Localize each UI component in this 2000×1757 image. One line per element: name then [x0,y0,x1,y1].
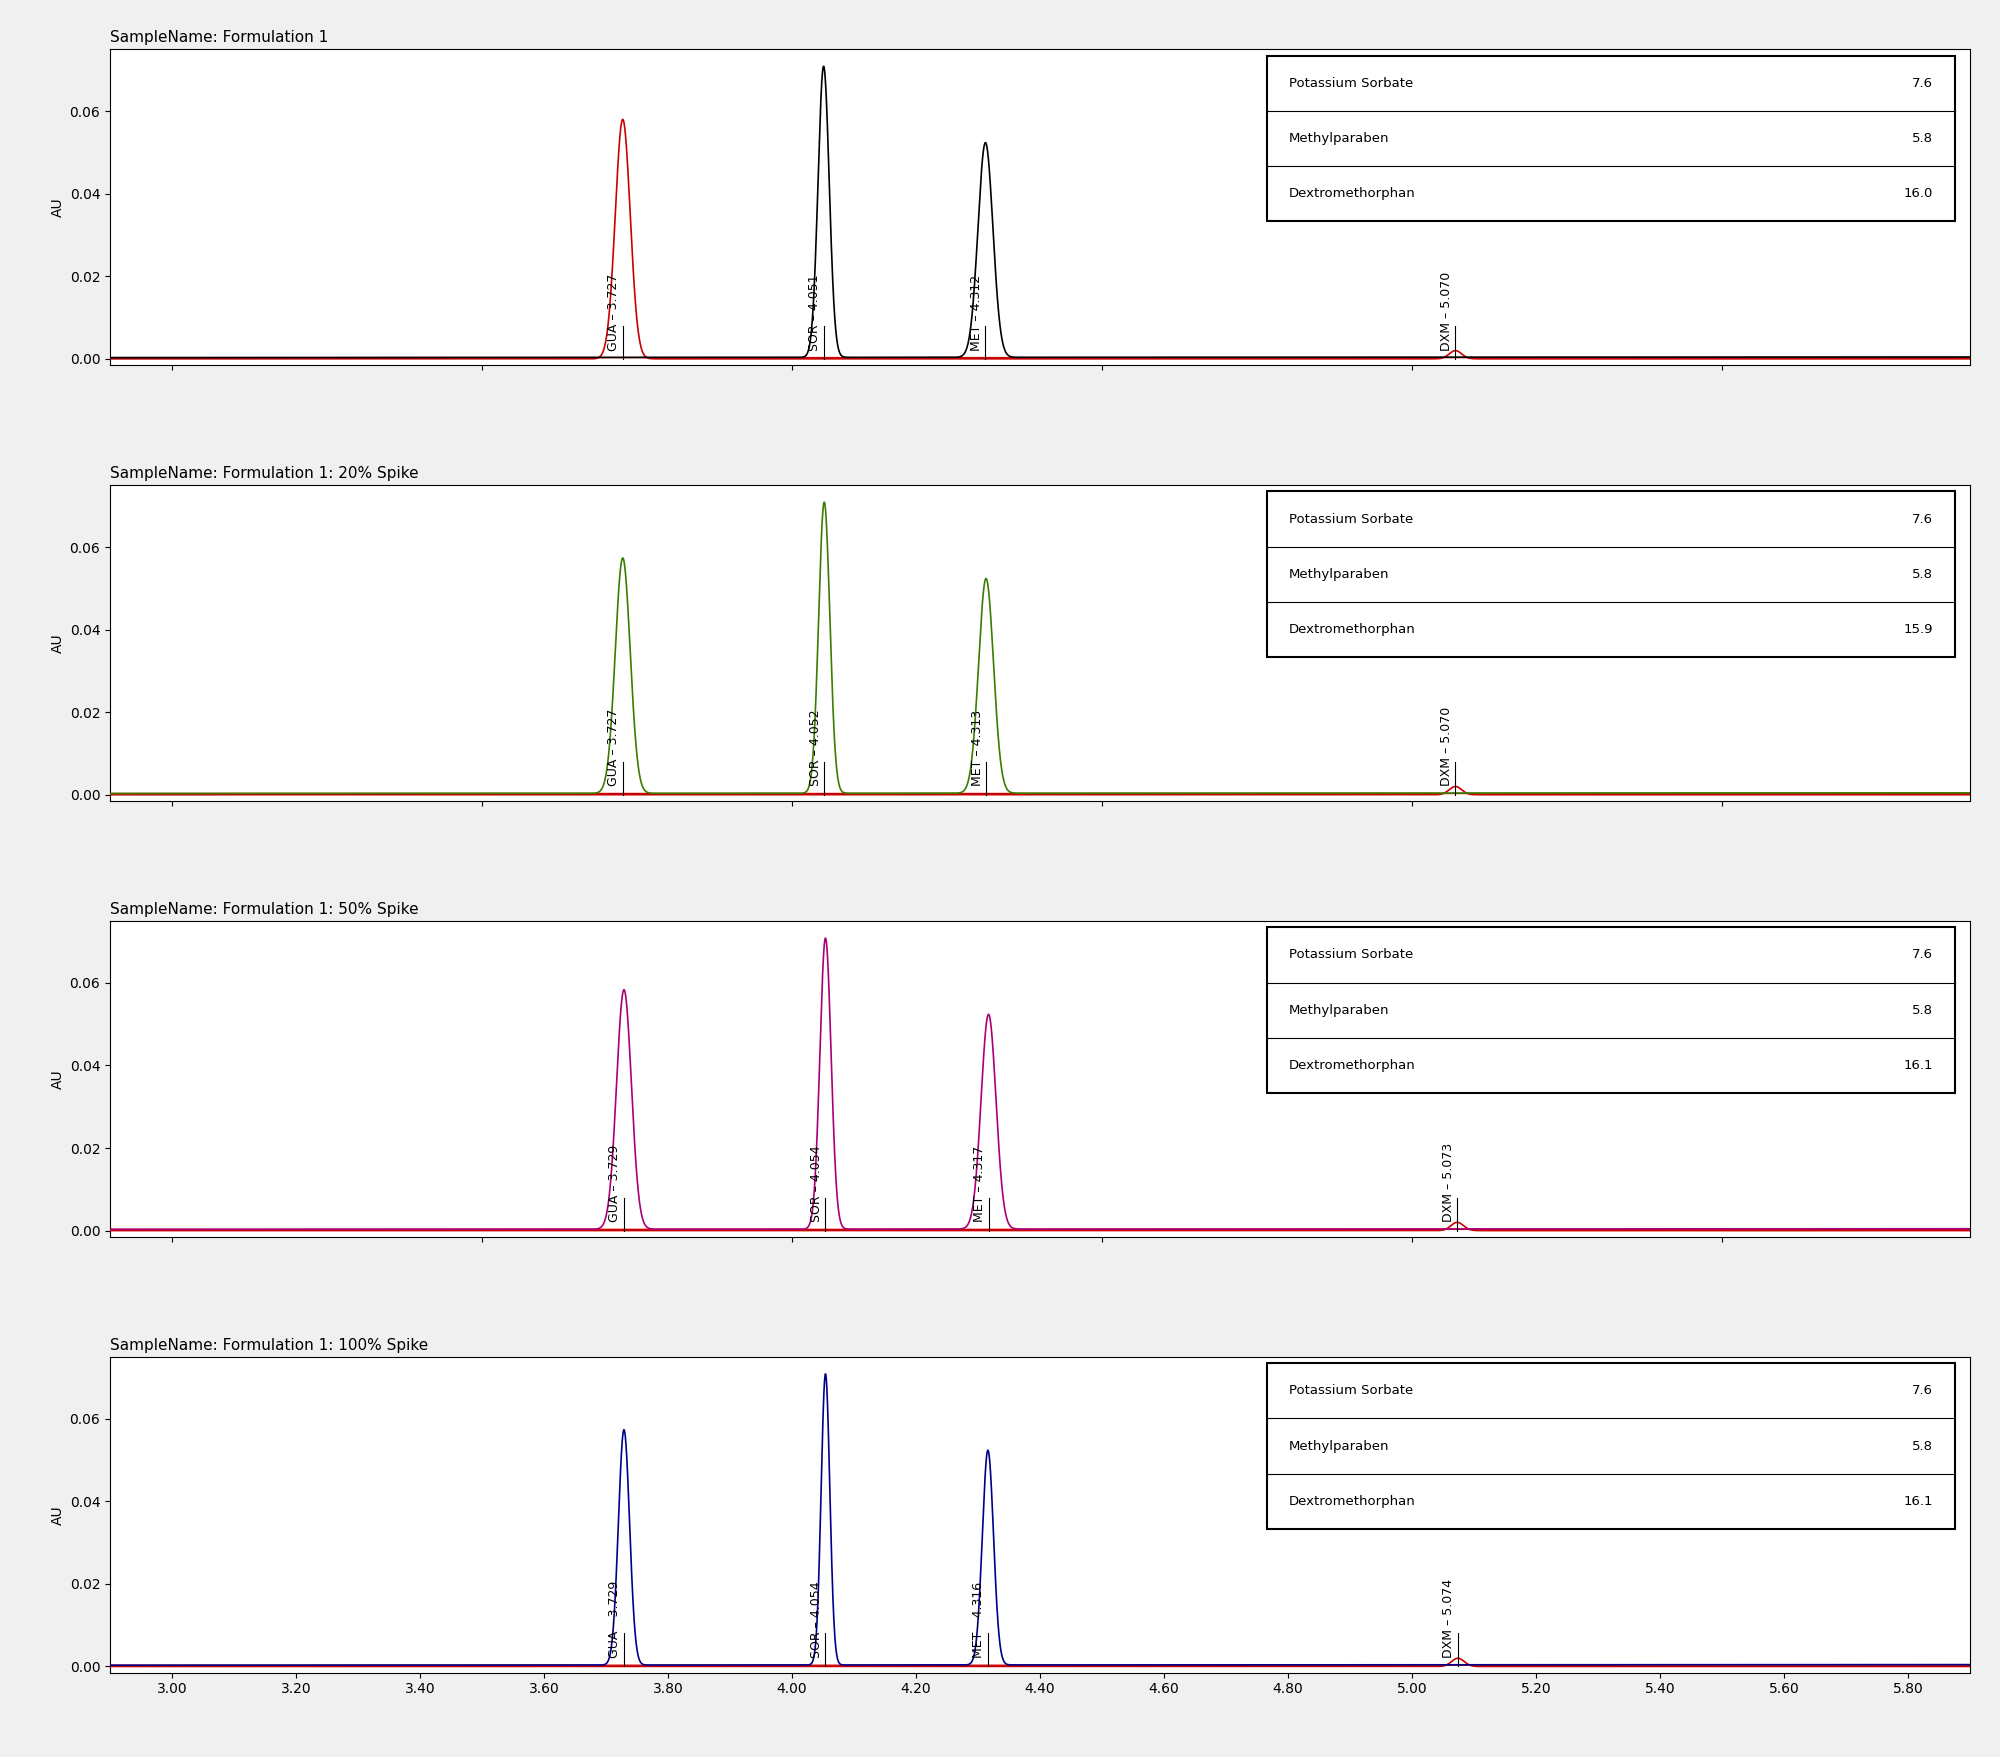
Text: Dextromethorphan: Dextromethorphan [1290,188,1416,200]
Text: Potassium Sorbate: Potassium Sorbate [1290,1385,1414,1397]
Text: MET – 4.317: MET – 4.317 [974,1146,986,1223]
Text: DXM – 5.070: DXM – 5.070 [1440,708,1452,787]
Y-axis label: AU: AU [52,1506,66,1525]
Text: Dextromethorphan: Dextromethorphan [1290,1059,1416,1072]
Text: Potassium Sorbate: Potassium Sorbate [1290,77,1414,90]
Text: 5.8: 5.8 [1912,568,1932,582]
Y-axis label: AU: AU [52,197,66,216]
Text: SampleName: Formulation 1: SampleName: Formulation 1 [110,30,328,46]
Text: Potassium Sorbate: Potassium Sorbate [1290,949,1414,961]
Text: 7.6: 7.6 [1912,1385,1932,1397]
Y-axis label: AU: AU [52,1068,66,1089]
Text: MET – 4.313: MET – 4.313 [970,710,984,787]
Text: 15.9: 15.9 [1904,624,1932,636]
Text: SOR – 4.052: SOR – 4.052 [808,710,822,787]
Text: MET – 4.316: MET – 4.316 [972,1581,986,1659]
Text: DXM – 5.073: DXM – 5.073 [1442,1144,1454,1223]
Text: Dextromethorphan: Dextromethorphan [1290,624,1416,636]
Text: GUA – 3.729: GUA – 3.729 [608,1146,622,1223]
Text: GUA – 3.729: GUA – 3.729 [608,1581,622,1659]
Text: 5.8: 5.8 [1912,132,1932,144]
Text: SOR – 4.051: SOR – 4.051 [808,274,822,351]
Text: SOR – 4.054: SOR – 4.054 [810,1146,824,1223]
Text: Dextromethorphan: Dextromethorphan [1290,1495,1416,1508]
Text: SampleName: Formulation 1: 100% Spike: SampleName: Formulation 1: 100% Spike [110,1337,428,1353]
Text: SOR – 4.054: SOR – 4.054 [810,1581,824,1659]
Text: 7.6: 7.6 [1912,949,1932,961]
Text: Methylparaben: Methylparaben [1290,132,1390,144]
Text: Methylparaben: Methylparaben [1290,1439,1390,1453]
FancyBboxPatch shape [1266,56,1956,221]
Text: 5.8: 5.8 [1912,1439,1932,1453]
FancyBboxPatch shape [1266,1363,1956,1529]
Text: 5.8: 5.8 [1912,1003,1932,1017]
Text: 16.1: 16.1 [1904,1495,1932,1508]
Text: SampleName: Formulation 1: 20% Spike: SampleName: Formulation 1: 20% Spike [110,466,418,481]
Text: 7.6: 7.6 [1912,77,1932,90]
FancyBboxPatch shape [1266,928,1956,1093]
Text: DXM – 5.070: DXM – 5.070 [1440,271,1452,351]
Text: MET – 4.312: MET – 4.312 [970,274,982,351]
Text: Methylparaben: Methylparaben [1290,1003,1390,1017]
Text: SampleName: Formulation 1: 50% Spike: SampleName: Formulation 1: 50% Spike [110,901,418,917]
Y-axis label: AU: AU [52,633,66,654]
Text: DXM – 5.074: DXM – 5.074 [1442,1580,1456,1659]
Text: 16.1: 16.1 [1904,1059,1932,1072]
Text: GUA – 3.727: GUA – 3.727 [608,710,620,787]
FancyBboxPatch shape [1266,492,1956,657]
Text: 16.0: 16.0 [1904,188,1932,200]
Text: Methylparaben: Methylparaben [1290,568,1390,582]
Text: Potassium Sorbate: Potassium Sorbate [1290,513,1414,525]
Text: 7.6: 7.6 [1912,513,1932,525]
Text: GUA – 3.727: GUA – 3.727 [608,274,620,351]
